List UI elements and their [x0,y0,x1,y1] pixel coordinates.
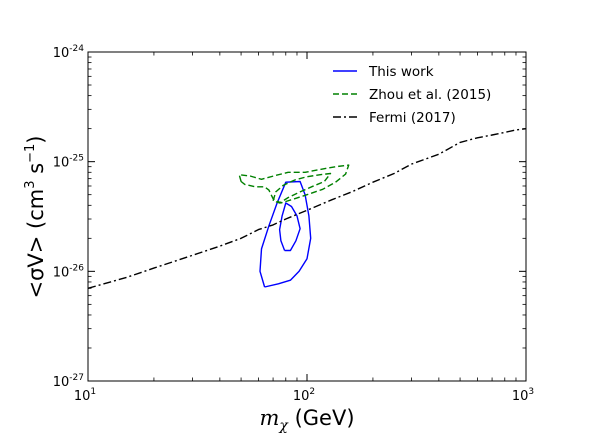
series-layer [87,128,527,289]
y-axis-label: <σV> (cm3 s−1) [23,135,48,298]
x-axis-label-units: (GeV) [288,406,355,430]
y-tick-label: 10-24 [53,44,85,61]
y-axis-label-exp1: 3 [23,180,38,188]
x-axis-label-math: m [259,406,279,430]
legend: This work Zhou et al. (2015) Fermi (2017) [333,64,491,126]
legend-label-1: Zhou et al. (2015) [369,87,491,103]
y-tick-label: 10-25 [53,154,84,171]
y-tick-label: 10-27 [53,373,84,390]
plot-background [88,52,526,381]
y-axis-label-prefix: <σV> (cm [24,189,48,299]
plot-frame [87,51,527,382]
ticks-layer: 101 102 103 10-27 10-26 10-25 10-24 [53,44,534,404]
y-axis-label-exp2: −1 [23,144,38,163]
legend-label-2: Fermi (2017) [369,110,456,126]
x-axis-label: mχ (GeV) [259,406,354,434]
x-tick-label: 102 [293,387,315,404]
series-2-path-0 [87,128,527,289]
y-tick-label: 10-26 [53,263,85,280]
x-axis-label-sub: χ [278,418,289,434]
y-axis-label-suffix: ) [24,135,48,143]
y-axis-label-mid: s [24,163,48,181]
x-tick-label: 103 [512,387,534,404]
series-0-path-1 [278,202,301,252]
series-1-path-1 [272,172,332,204]
x-tick-label: 101 [74,387,96,404]
series-1-path-0 [238,164,350,204]
legend-label-0: This work [368,64,434,80]
